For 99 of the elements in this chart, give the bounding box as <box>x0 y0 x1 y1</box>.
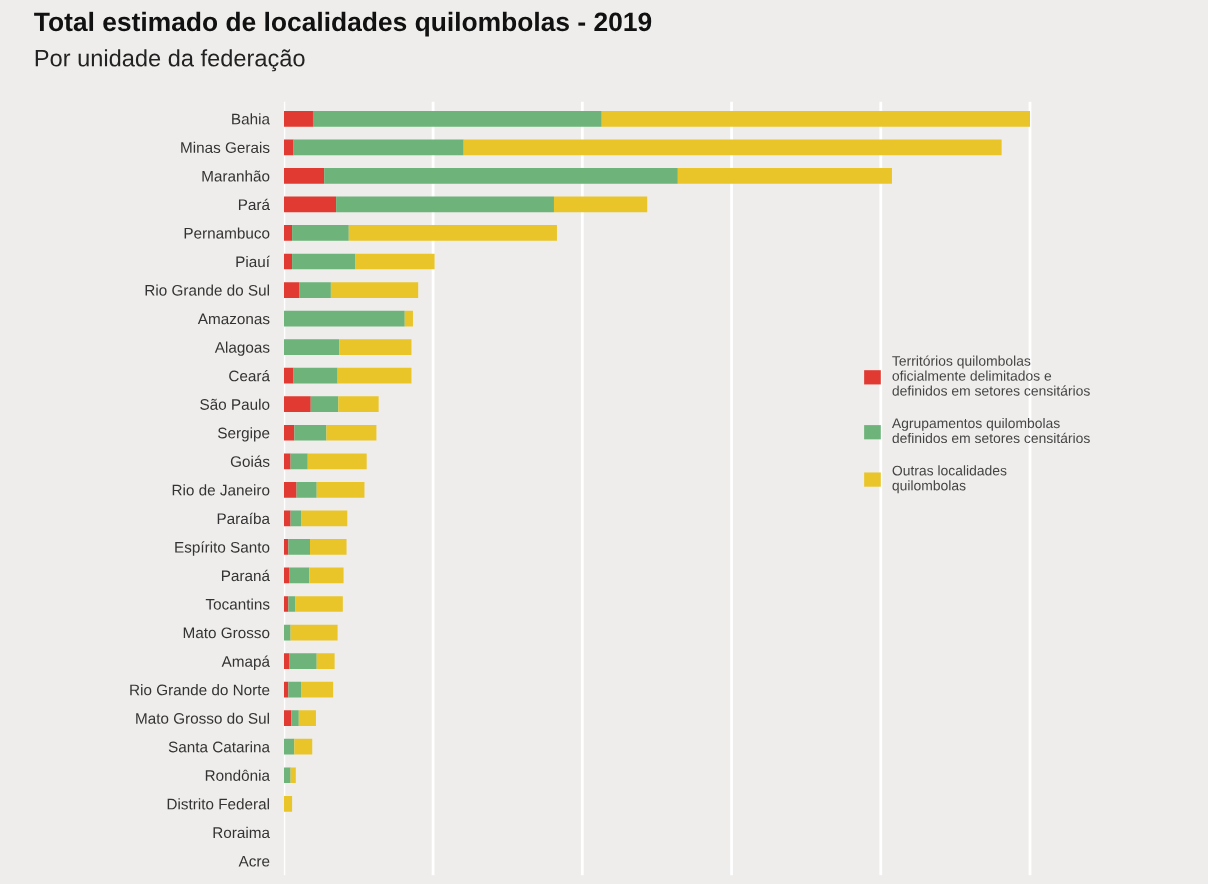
bar <box>283 225 293 241</box>
bar <box>309 539 347 555</box>
y-tick-label: Paraná <box>221 569 270 582</box>
bar <box>283 110 313 127</box>
y-tick-label: Rondônia <box>205 769 270 781</box>
bar <box>338 396 379 413</box>
bar <box>294 424 327 441</box>
bar <box>316 481 365 498</box>
bar <box>288 681 302 698</box>
y-tick-label: Sergipe <box>218 427 270 442</box>
bar <box>291 710 299 727</box>
y-tick-label: Alagoas <box>214 341 270 356</box>
y-tick-label: Amapá <box>221 655 270 670</box>
bar <box>601 110 1030 127</box>
y-tick-label: Paraíba <box>217 512 270 525</box>
bar <box>283 624 291 641</box>
bar <box>289 567 310 584</box>
bar <box>289 653 317 669</box>
legend-label: Agrupamentos quilombolas definidos em setores censitários <box>891 417 1090 444</box>
y-tick-label: Santa Catarina <box>168 741 270 753</box>
bar <box>290 767 296 784</box>
y-tick-label: Piauí <box>236 255 270 268</box>
y-tick-label: Minas Gerais <box>181 141 270 154</box>
bar <box>292 225 349 241</box>
bar <box>326 424 377 441</box>
bar <box>283 396 311 413</box>
bar <box>348 225 557 241</box>
chart-title: Total estimado de localidades quilombolas - 2019 <box>34 11 652 37</box>
bar <box>288 596 296 612</box>
bar <box>337 367 412 384</box>
bar <box>298 710 316 727</box>
bar <box>355 253 435 270</box>
y-tick-label: Amazonas <box>197 313 270 325</box>
bar <box>283 196 337 213</box>
bar <box>283 367 294 384</box>
bar <box>339 339 412 355</box>
bar <box>312 110 602 127</box>
chart-subtitle: Por unidade da federação <box>35 49 305 72</box>
bar <box>330 282 419 298</box>
y-tick-label: Distrito Federal <box>167 798 269 810</box>
bar <box>293 367 338 384</box>
bar <box>283 453 291 470</box>
bar <box>404 310 413 327</box>
bar <box>316 653 335 669</box>
bar <box>283 539 289 555</box>
bar <box>324 168 678 184</box>
bar <box>293 139 464 156</box>
y-tick-label: Rio Grande do Norte <box>130 684 270 696</box>
bar <box>283 795 293 812</box>
bar <box>283 653 290 669</box>
bar <box>283 767 291 784</box>
bar <box>283 567 290 584</box>
bar <box>290 453 308 470</box>
y-tick-label: Goiás <box>230 455 270 467</box>
bar <box>283 339 340 355</box>
bar <box>283 710 292 727</box>
y-tick-label: Ceará <box>229 369 270 382</box>
legend-label: Territórios quilombolas oficialmente delimitados e definidos em setores censitários <box>892 355 1090 396</box>
bar <box>295 596 343 612</box>
y-tick-label: Maranhão <box>202 170 270 182</box>
bar <box>299 282 331 298</box>
y-tick-label: São Paulo <box>200 398 270 410</box>
bar <box>283 282 300 298</box>
y-tick-label: Rio de Janeiro <box>172 484 270 496</box>
bar <box>283 481 297 498</box>
legend-label: Outras localidades quilombolas <box>892 465 1007 494</box>
y-tick-label: Rio Grande do Sul <box>145 284 269 296</box>
bar <box>301 681 334 698</box>
bar <box>283 139 294 156</box>
bar <box>294 738 313 755</box>
bar <box>463 139 1002 156</box>
y-tick-label: Tocantins <box>205 598 270 610</box>
bar <box>290 624 338 641</box>
bar <box>283 253 293 270</box>
bar <box>283 596 289 612</box>
bar <box>301 510 348 527</box>
y-tick-label: Pará <box>238 198 270 211</box>
bar <box>288 539 310 555</box>
y-tick-label: Mato Grosso <box>183 627 270 639</box>
bar <box>283 738 295 755</box>
bar <box>307 453 367 470</box>
bar <box>283 510 291 527</box>
y-tick-label: Pernambuco <box>184 227 270 239</box>
bar <box>283 310 405 327</box>
y-tick-label: Roraima <box>213 826 270 839</box>
bar <box>309 567 344 584</box>
bar <box>283 168 325 184</box>
bar <box>283 424 295 441</box>
bar <box>310 396 339 413</box>
bar <box>290 510 302 527</box>
bar <box>677 168 892 184</box>
y-tick-label: Acre <box>238 855 270 867</box>
bar <box>292 253 356 270</box>
bar <box>553 196 648 213</box>
bar <box>336 196 554 213</box>
y-tick-label: Espírito Santo <box>175 541 270 556</box>
bar <box>296 481 317 498</box>
y-tick-label: Mato Grosso do Sul <box>136 712 269 724</box>
y-tick-label: Bahia <box>232 113 270 125</box>
